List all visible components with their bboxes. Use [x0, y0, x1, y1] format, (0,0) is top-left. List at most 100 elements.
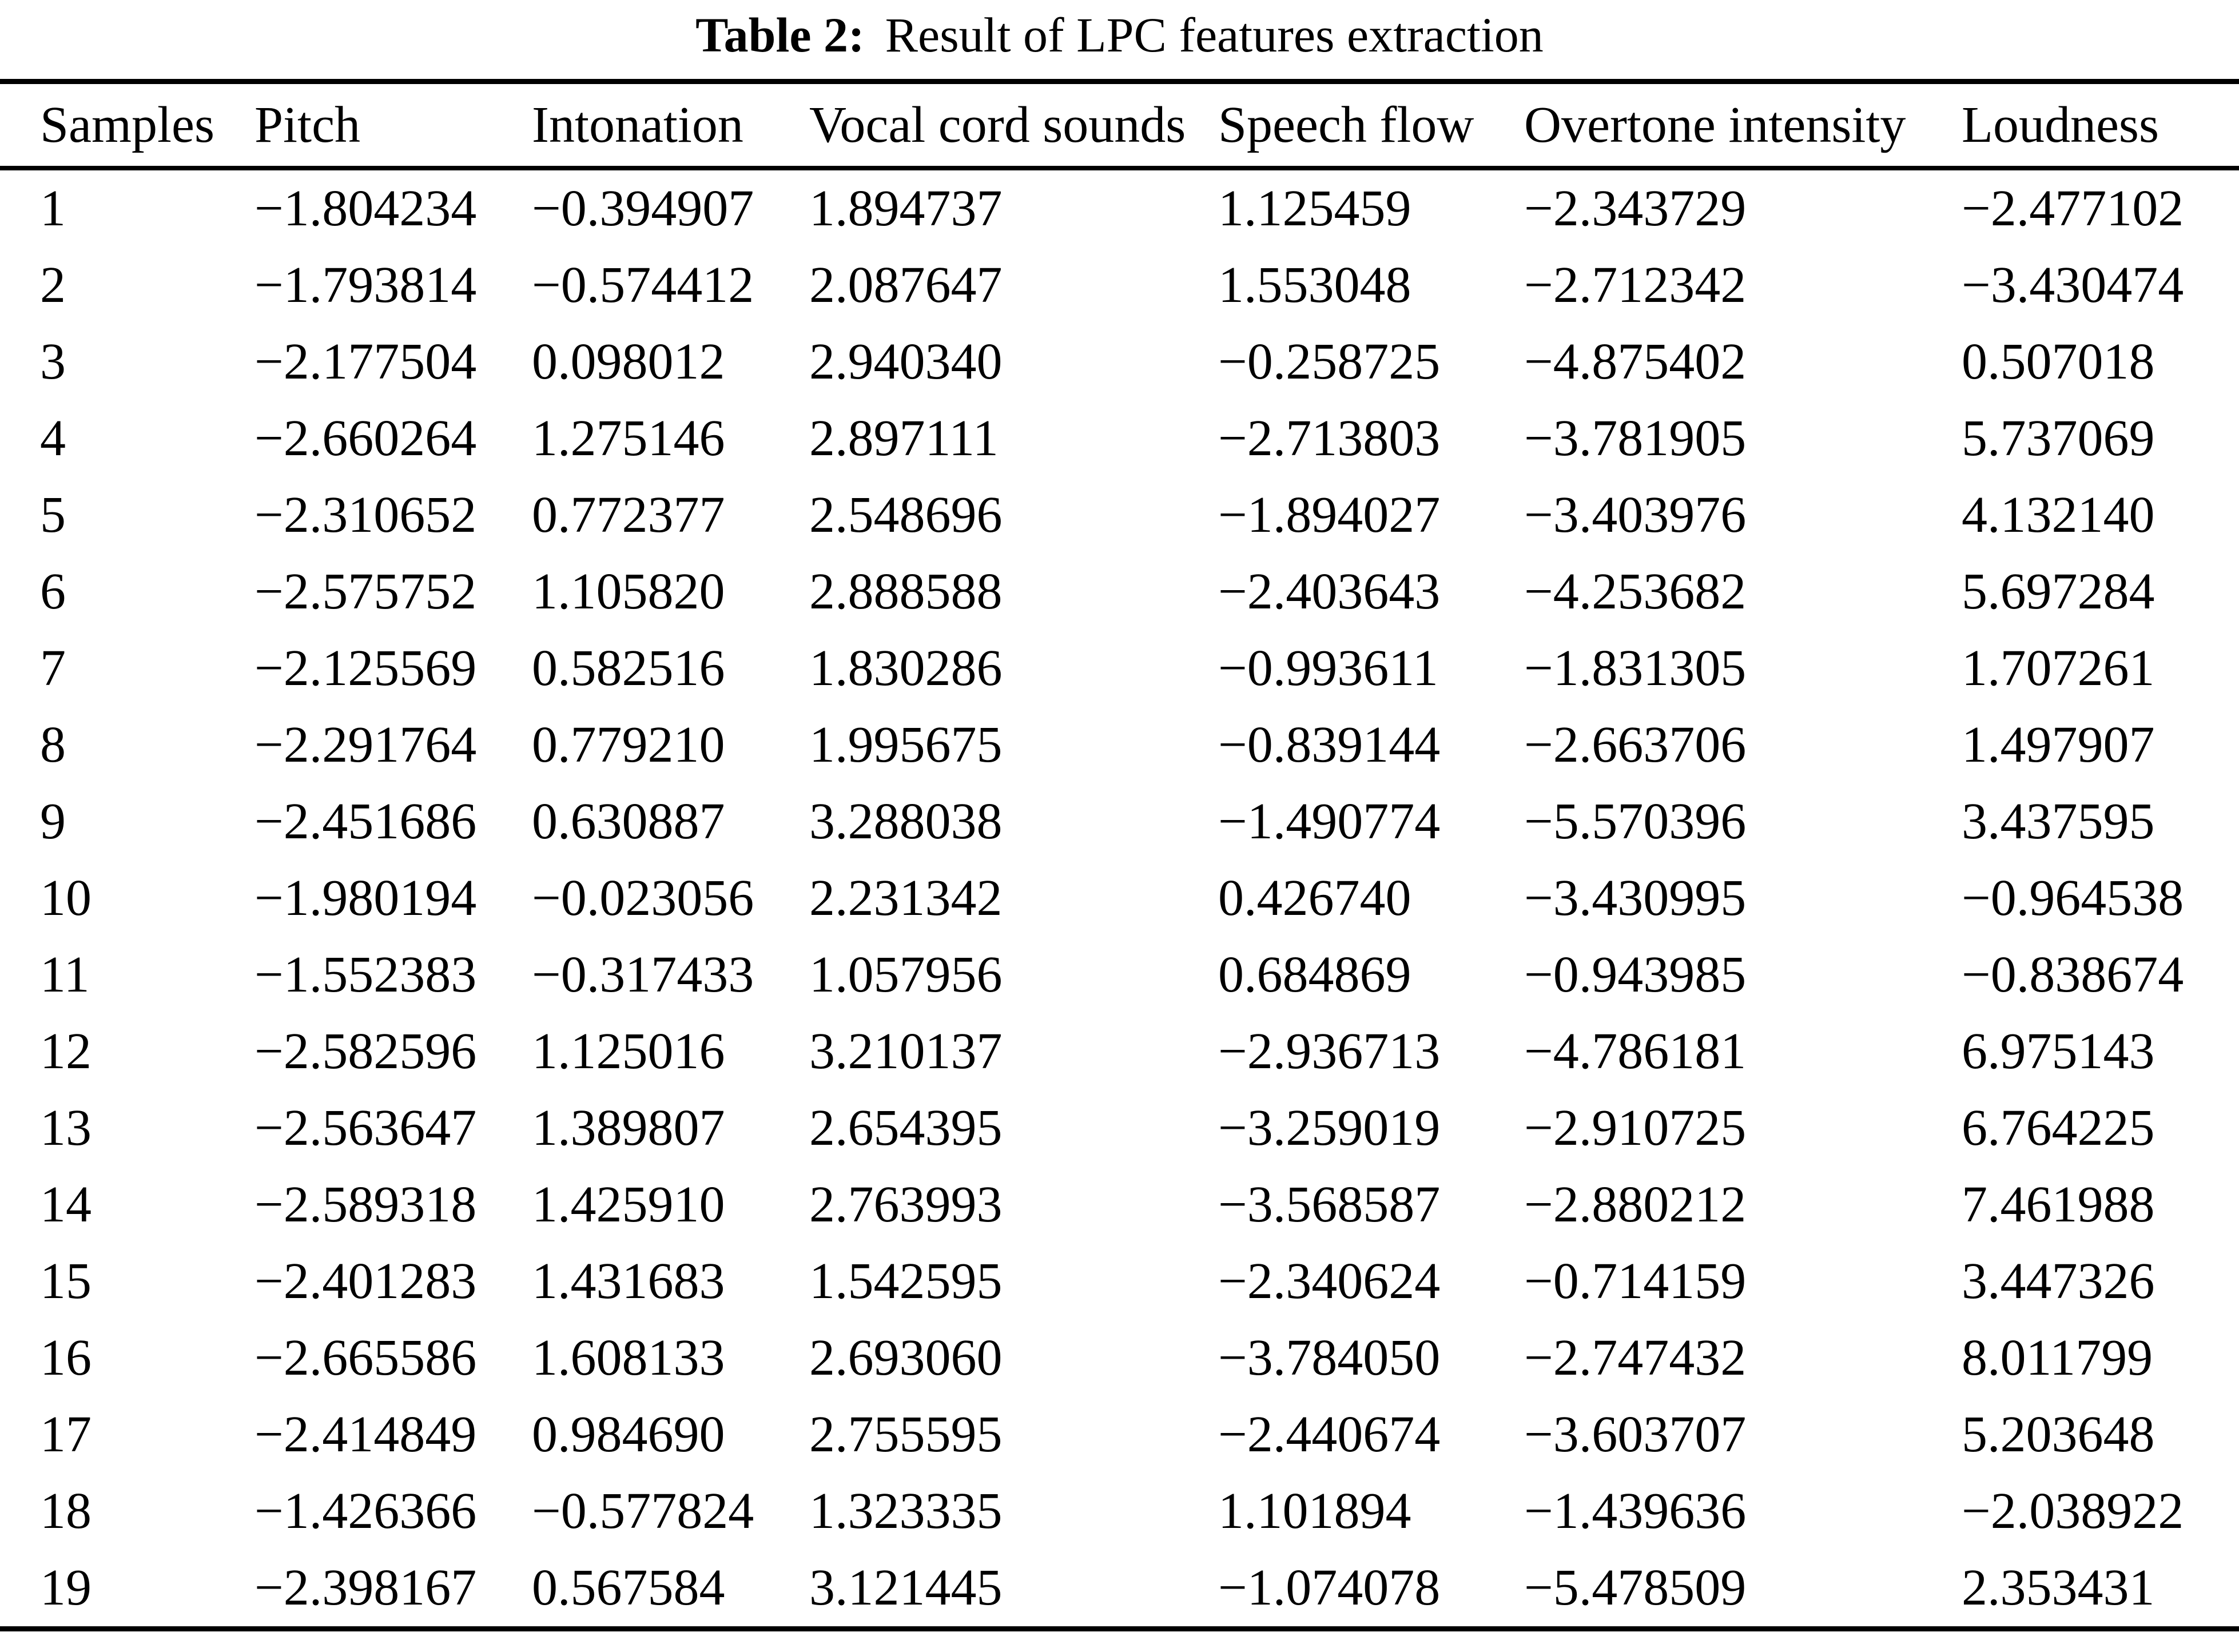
value-cell: −2.712342 — [1524, 257, 1747, 313]
table-body: 1 −1.804234 −0.394907 1.894737 1.125459 −2.34… — [0, 168, 2239, 1629]
value-cell: 0.567584 — [532, 1559, 725, 1616]
sample-number-cell: 9 — [40, 793, 66, 850]
value-cell: 2.231342 — [809, 870, 1003, 926]
sample-number-cell: 17 — [40, 1406, 92, 1463]
table-row: 14 −2.589318 1.425910 2.763993 −3.568587 −2.8… — [0, 1167, 2239, 1243]
value-cell: −1.980194 — [254, 870, 477, 926]
value-cell: −4.875402 — [1524, 333, 1747, 390]
value-cell: 8.011799 — [1962, 1329, 2153, 1386]
table-caption: Table 2: Result of LPC features extractio… — [0, 0, 2239, 79]
sample-number-cell: 13 — [40, 1100, 92, 1156]
value-cell: −1.074078 — [1218, 1559, 1441, 1616]
value-cell: 2.755595 — [809, 1406, 1003, 1463]
value-cell: −1.490774 — [1218, 793, 1441, 850]
value-cell: −2.563647 — [254, 1100, 477, 1156]
value-cell: −2.440674 — [1218, 1406, 1441, 1463]
table-header: Samples Pitch Intonation Vocal cord soun… — [0, 82, 2239, 168]
value-cell: −0.258725 — [1218, 333, 1441, 390]
table-row: 15 −2.401283 1.431683 1.542595 −2.340624 −0.7… — [0, 1243, 2239, 1320]
table-row: 8 −2.291764 0.779210 1.995675 −0.839144 −2.66… — [0, 707, 2239, 783]
caption-label: Table 2: — [695, 7, 865, 62]
value-cell: 1.553048 — [1218, 257, 1411, 313]
value-cell: −2.038922 — [1962, 1483, 2184, 1539]
column-header-samples: Samples — [40, 96, 214, 153]
value-cell: 3.437595 — [1962, 793, 2155, 850]
value-cell: −1.439636 — [1524, 1483, 1747, 1539]
value-cell: 1.105820 — [532, 563, 725, 620]
value-cell: −2.310652 — [254, 487, 477, 543]
value-cell: 0.630887 — [532, 793, 725, 850]
lpc-features-table: Samples Pitch Intonation Vocal cord soun… — [0, 79, 2239, 1631]
sample-number-cell: 4 — [40, 410, 66, 467]
sample-number-cell: 18 — [40, 1483, 92, 1539]
sample-number-cell: 3 — [40, 333, 66, 390]
value-cell: 0.772377 — [532, 487, 725, 543]
value-cell: 0.779210 — [532, 716, 725, 773]
value-cell: 2.353431 — [1962, 1559, 2155, 1616]
table-row: 3 −2.177504 0.098012 2.940340 −0.258725 −4.87… — [0, 324, 2239, 400]
value-cell: −0.023056 — [532, 870, 754, 926]
value-cell: −2.451686 — [254, 793, 477, 850]
value-cell: 7.461988 — [1962, 1176, 2155, 1233]
value-cell: −3.568587 — [1218, 1176, 1441, 1233]
sample-number-cell: 15 — [40, 1253, 92, 1309]
column-header-pitch: Pitch — [254, 96, 361, 153]
column-header-overtone-intensity: Overtone intensity — [1524, 96, 1906, 153]
value-cell: −0.943985 — [1524, 946, 1747, 1003]
value-cell: −0.838674 — [1962, 946, 2184, 1003]
column-header-speech-flow: Speech flow — [1218, 96, 1474, 153]
table-row: 18 −1.426366 −0.577824 1.323335 1.101894 −1.4… — [0, 1473, 2239, 1550]
value-cell: 3.210137 — [809, 1023, 1003, 1080]
value-cell: 6.975143 — [1962, 1023, 2155, 1080]
value-cell: −1.426366 — [254, 1483, 477, 1539]
value-cell: 2.654395 — [809, 1100, 1003, 1156]
value-cell: −3.403976 — [1524, 487, 1747, 543]
table-row: 6 −2.575752 1.105820 2.888588 −2.403643 −4.25… — [0, 554, 2239, 630]
value-cell: 0.984690 — [532, 1406, 725, 1463]
value-cell: −1.894027 — [1218, 487, 1441, 543]
sample-number-cell: 7 — [40, 640, 66, 696]
value-cell: 2.087647 — [809, 257, 1003, 313]
value-cell: 0.582516 — [532, 640, 725, 696]
value-cell: 0.098012 — [532, 333, 725, 390]
sample-number-cell: 10 — [40, 870, 92, 926]
value-cell: −2.575752 — [254, 563, 477, 620]
value-cell: 2.693060 — [809, 1329, 1003, 1386]
sample-number-cell: 8 — [40, 716, 66, 773]
value-cell: −2.910725 — [1524, 1100, 1747, 1156]
value-cell: 0.684869 — [1218, 946, 1411, 1003]
value-cell: 1.608133 — [532, 1329, 725, 1386]
value-cell: 1.497907 — [1962, 716, 2155, 773]
value-cell: 4.132140 — [1962, 487, 2155, 543]
value-cell: 1.389807 — [532, 1100, 725, 1156]
value-cell: 2.548696 — [809, 487, 1003, 543]
value-cell: −2.663706 — [1524, 716, 1747, 773]
value-cell: −3.259019 — [1218, 1100, 1441, 1156]
value-cell: −2.713803 — [1218, 410, 1441, 467]
value-cell: −4.253682 — [1524, 563, 1747, 620]
value-cell: −2.291764 — [254, 716, 477, 773]
value-cell: 3.121445 — [809, 1559, 1003, 1616]
value-cell: 3.288038 — [809, 793, 1003, 850]
value-cell: 1.125459 — [1218, 180, 1411, 237]
value-cell: −0.577824 — [532, 1483, 754, 1539]
value-cell: −2.340624 — [1218, 1253, 1441, 1309]
sample-number-cell: 6 — [40, 563, 66, 620]
value-cell: −1.831305 — [1524, 640, 1747, 696]
value-cell: −4.786181 — [1524, 1023, 1747, 1080]
table-row: 9 −2.451686 0.630887 3.288038 −1.490774 −5.57… — [0, 783, 2239, 860]
table-row: 12 −2.582596 1.125016 3.210137 −2.936713 −4.7… — [0, 1013, 2239, 1090]
value-cell: −2.403643 — [1218, 563, 1441, 620]
value-cell: 0.426740 — [1218, 870, 1411, 926]
table-row: 11 −1.552383 −0.317433 1.057956 0.684869 −0.9… — [0, 937, 2239, 1013]
column-header-intonation: Intonation — [532, 96, 743, 153]
value-cell: −0.993611 — [1218, 640, 1438, 696]
value-cell: 6.764225 — [1962, 1100, 2155, 1156]
table-row: 16 −2.665586 1.608133 2.693060 −3.784050 −2.7… — [0, 1320, 2239, 1396]
caption-title: Result of LPC features extraction — [885, 7, 1544, 62]
value-cell: −1.804234 — [254, 180, 477, 237]
value-cell: 5.203648 — [1962, 1406, 2155, 1463]
sample-number-cell: 2 — [40, 257, 66, 313]
value-cell: 1.542595 — [809, 1253, 1003, 1309]
value-cell: 1.830286 — [809, 640, 1003, 696]
